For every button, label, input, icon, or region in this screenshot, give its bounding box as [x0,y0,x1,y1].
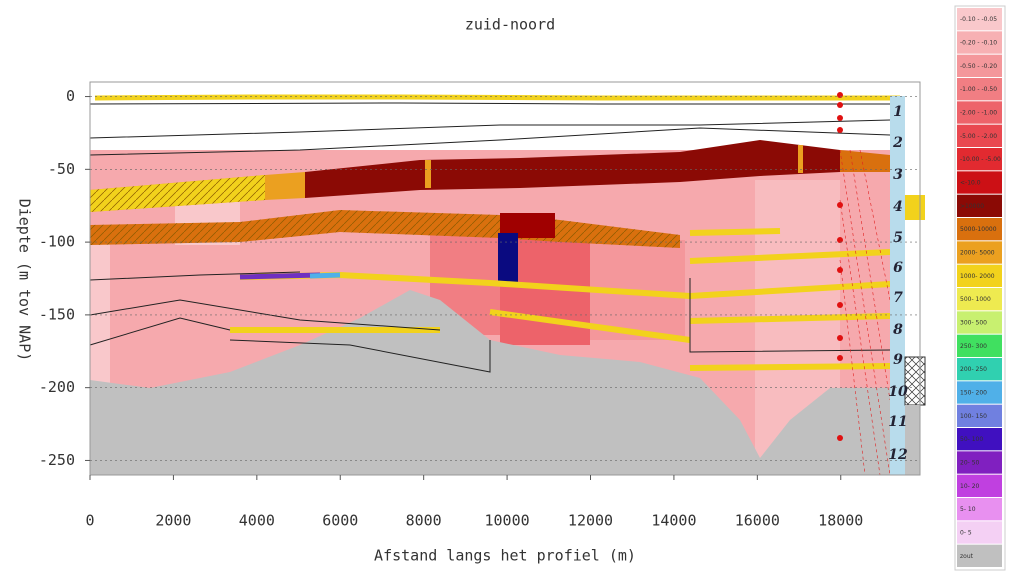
legend-swatch [957,451,1002,474]
legend-swatch [957,78,1002,101]
legend-swatch [957,31,1002,54]
x-tick-label: 8000 [406,512,442,530]
layer-label: 3 [893,167,903,183]
x-tick-label: 10000 [485,512,530,530]
legend-label: 50- 100 [960,436,983,443]
plot-frame [89,81,921,476]
legend-swatch [957,428,1002,451]
x-tick-label: 12000 [568,512,613,530]
legend-swatch [957,474,1002,497]
legend-swatch [957,241,1002,264]
legend-swatch [957,404,1002,427]
y-tick-label: -50 [48,160,75,178]
legend-label: 300- 500 [960,320,987,327]
legend-swatch [957,124,1002,147]
layer-label: 5 [893,230,903,246]
layer-label: 4 [893,199,903,215]
legend-swatch [957,334,1002,357]
x-tick-label: 2000 [155,512,191,530]
legend-label: 100- 150 [960,413,987,420]
legend-swatch [957,544,1002,567]
layer-label: 6 [893,260,903,276]
legend-swatch [957,358,1002,381]
y-tick-label: -200 [39,378,75,396]
legend-label: -2.00 - -1.00 [960,110,997,117]
legend-label: -0.50 - -0.20 [960,63,997,70]
legend-label: 20- 50 [960,460,980,467]
legend-label: 10- 20 [960,483,980,490]
legend-swatch [957,288,1002,311]
legend-label: 500- 1000 [960,296,991,303]
legend-label: 5- 10 [960,506,976,513]
y-axis-label: Diepte (m tov NAP) [16,199,34,362]
layer-label: 7 [893,290,903,306]
layer-label: 12 [888,447,908,463]
x-tick-label: 14000 [651,512,696,530]
legend-swatch [957,54,1002,77]
legend-label: 250- 300 [960,343,987,350]
chart-title: zuid-noord [465,16,555,34]
x-tick-label: 16000 [735,512,780,530]
x-tick-label: 18000 [818,512,863,530]
layer-label: 1 [893,104,903,120]
x-tick-label: 6000 [322,512,358,530]
legend-label: 1000- 2000 [960,273,995,280]
legend-label: zout [960,553,974,560]
y-tick-label: -250 [39,451,75,469]
legend-label: >10000 [960,203,984,210]
legend-label: 0- 5 [960,530,972,537]
section [89,82,926,476]
legend-swatch [957,148,1002,171]
legend-label: <-10.0 [960,180,981,187]
legend-label: -10.00 - -5.00 [960,156,1001,163]
legend-swatch [957,8,1002,31]
layer-label: 2 [892,135,903,151]
x-tick-label: 0 [85,512,94,530]
legend-label: -0.20 - -0.10 [960,40,997,47]
legend-swatch [957,171,1002,194]
x-axis-label: Afstand langs het profiel (m) [374,547,636,565]
y-tick-label: -150 [39,305,75,323]
layer-label: 9 [893,352,903,368]
legend-label: -5.00 - -2.00 [960,133,997,140]
legend-label: -0.10 - -0.05 [960,16,997,23]
legend-swatch [957,381,1002,404]
y-tick-label: -100 [39,233,75,251]
legend-swatch [957,194,1002,217]
legend-label: 200- 250 [960,366,987,373]
layer-label: 11 [888,414,907,430]
legend-swatch [957,498,1002,521]
x-tick-label: 4000 [239,512,275,530]
legend-label: 150- 200 [960,390,987,397]
legend-swatch [957,101,1002,124]
legend-label: -1.00 - -0.50 [960,86,997,93]
legend-swatch [957,264,1002,287]
y-tick-label: 0 [66,87,75,105]
layer-label: 8 [893,322,903,338]
layer-label: 10 [888,384,908,400]
legend-label: 2000- 5000 [960,250,995,257]
legend-swatch [957,311,1002,334]
legend-swatch [957,521,1002,544]
legend-label: 5000-10000 [960,226,997,233]
legend-swatch [957,218,1002,241]
